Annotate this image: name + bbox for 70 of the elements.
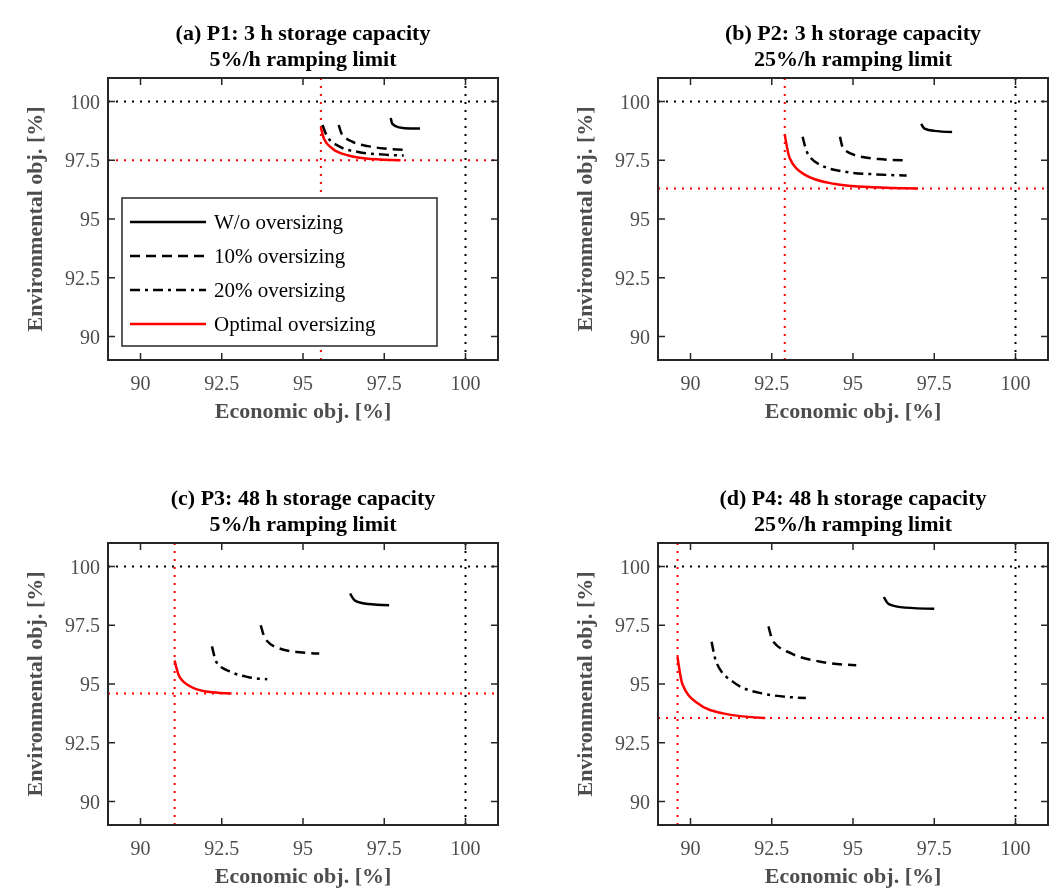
x-tick-label: 90	[680, 372, 701, 394]
x-axis-title: Economic obj. [%]	[214, 398, 392, 423]
x-tick-label: 90	[130, 372, 151, 394]
x-tick-label: 97.5	[366, 372, 402, 394]
x-tick-label: 100	[450, 372, 481, 394]
y-tick-label: 100	[70, 555, 100, 578]
y-tick-label: 97.5	[65, 614, 100, 637]
y-tick-label: 90	[80, 325, 100, 348]
x-tick-label: 97.5	[916, 372, 952, 394]
x-tick-label: 95	[293, 372, 313, 394]
chart-subtitle: 25%/h ramping limit	[753, 511, 953, 536]
y-axis-title: Environmental obj. [%]	[572, 106, 597, 332]
y-tick-label: 95	[630, 673, 650, 695]
y-tick-label: 95	[80, 208, 100, 230]
x-tick-label: 100	[1000, 372, 1031, 394]
chart-subtitle: 5%/h ramping limit	[209, 46, 398, 71]
x-tick-label: 97.5	[366, 837, 402, 859]
x-tick-label: 100	[450, 837, 481, 859]
y-tick-label: 97.5	[615, 614, 650, 637]
legend-label: 20% oversizing	[214, 278, 346, 302]
chart-title: (c) P3: 48 h storage capacity	[170, 485, 436, 510]
y-tick-label: 100	[620, 90, 650, 113]
x-axis-title: Economic obj. [%]	[764, 863, 942, 888]
y-tick-label: 92.5	[615, 731, 650, 754]
line-series	[259, 624, 321, 655]
y-tick-label: 95	[630, 208, 650, 230]
x-tick-label: 92.5	[754, 372, 790, 394]
line-series	[920, 122, 954, 134]
legend-label: 10% oversizing	[214, 244, 346, 268]
legend-label: Optimal oversizing	[214, 312, 377, 336]
chart-title: (a) P1: 3 h storage capacity	[175, 20, 431, 45]
x-tick-label: 92.5	[204, 837, 240, 859]
line-series	[210, 645, 269, 681]
line-series	[767, 625, 858, 667]
y-tick-label: 95	[80, 673, 100, 695]
x-tick-label: 90	[680, 837, 701, 859]
line-series	[348, 592, 391, 607]
x-tick-label: 95	[293, 837, 313, 859]
y-tick-label: 90	[630, 325, 650, 348]
y-tick-label: 97.5	[65, 149, 100, 172]
x-tick-label: 100	[1000, 837, 1031, 859]
line-series	[801, 135, 908, 177]
line-series	[710, 640, 808, 700]
line-series	[337, 123, 405, 151]
legend-label: W/o oversizing	[214, 210, 344, 234]
x-axis-title: Economic obj. [%]	[214, 863, 392, 888]
chart-subtitle: 5%/h ramping limit	[209, 511, 398, 536]
y-tick-label: 90	[630, 790, 650, 813]
y-tick-label: 92.5	[65, 266, 100, 289]
x-tick-label: 97.5	[916, 837, 952, 859]
x-tick-label: 95	[843, 837, 863, 859]
y-tick-label: 97.5	[615, 149, 650, 172]
line-series	[389, 116, 422, 130]
x-tick-label: 92.5	[204, 372, 240, 394]
y-tick-label: 100	[70, 90, 100, 113]
x-tick-label: 92.5	[754, 837, 790, 859]
y-tick-label: 92.5	[615, 266, 650, 289]
y-axis-title: Environmental obj. [%]	[22, 106, 47, 332]
chart-title: (d) P4: 48 h storage capacity	[719, 485, 987, 510]
chart-title: (b) P2: 3 h storage capacity	[724, 20, 982, 45]
chart-subtitle: 25%/h ramping limit	[753, 46, 953, 71]
y-tick-label: 90	[80, 790, 100, 813]
x-axis-title: Economic obj. [%]	[764, 398, 942, 423]
y-tick-label: 100	[620, 555, 650, 578]
line-series	[882, 595, 936, 611]
y-axis-title: Environmental obj. [%]	[572, 571, 597, 797]
x-tick-label: 95	[843, 372, 863, 394]
y-axis-title: Environmental obj. [%]	[22, 571, 47, 797]
y-tick-label: 92.5	[65, 731, 100, 754]
x-tick-label: 90	[130, 837, 151, 859]
